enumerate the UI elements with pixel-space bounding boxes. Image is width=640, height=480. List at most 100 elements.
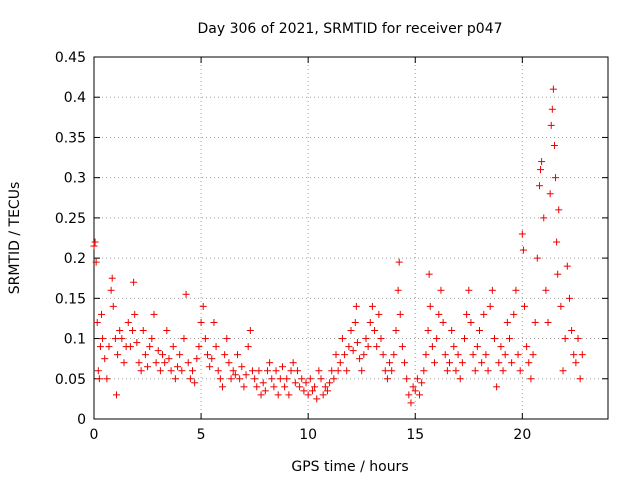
data-points xyxy=(90,85,586,407)
data-point xyxy=(266,359,274,367)
data-point xyxy=(510,310,518,318)
data-point xyxy=(388,367,396,375)
data-point xyxy=(236,375,244,383)
data-point xyxy=(130,278,138,286)
data-point xyxy=(201,335,209,343)
data-point xyxy=(242,371,250,379)
data-point xyxy=(306,375,314,383)
data-point xyxy=(407,399,415,407)
data-point xyxy=(574,335,582,343)
data-point xyxy=(465,286,473,294)
data-point xyxy=(176,351,184,359)
data-point xyxy=(425,270,433,278)
data-point xyxy=(334,367,342,375)
data-point xyxy=(381,367,389,375)
data-point xyxy=(210,318,218,326)
data-point xyxy=(352,302,360,310)
data-point xyxy=(505,335,513,343)
data-point xyxy=(512,286,520,294)
y-tick-label: 0.3 xyxy=(64,171,86,187)
data-point xyxy=(278,363,286,371)
data-point xyxy=(109,302,117,310)
data-point xyxy=(561,335,569,343)
y-tick-label: 0.4 xyxy=(64,90,86,106)
data-point xyxy=(315,367,323,375)
data-point xyxy=(257,391,265,399)
data-point xyxy=(298,375,306,383)
data-point xyxy=(529,351,537,359)
data-point xyxy=(413,375,421,383)
data-point xyxy=(270,383,278,391)
data-point xyxy=(508,359,516,367)
x-tick-label: 0 xyxy=(90,427,99,443)
data-point xyxy=(540,214,548,222)
data-point xyxy=(553,238,561,246)
data-point xyxy=(356,355,364,363)
data-point xyxy=(319,391,327,399)
data-point xyxy=(418,379,426,387)
data-point xyxy=(229,367,237,375)
data-point xyxy=(326,379,334,387)
data-point xyxy=(276,375,284,383)
data-point xyxy=(197,318,205,326)
data-point xyxy=(96,343,104,351)
data-point xyxy=(362,335,370,343)
data-point xyxy=(131,310,139,318)
data-point xyxy=(437,286,445,294)
data-point xyxy=(180,335,188,343)
data-point xyxy=(520,302,528,310)
x-tick-label: 5 xyxy=(197,427,206,443)
data-point xyxy=(480,310,488,318)
data-point xyxy=(555,206,563,214)
data-point xyxy=(233,351,241,359)
data-point xyxy=(535,182,543,190)
data-point xyxy=(454,351,462,359)
data-point xyxy=(126,343,134,351)
data-point xyxy=(559,367,567,375)
data-point xyxy=(499,367,507,375)
data-point xyxy=(184,359,192,367)
data-point xyxy=(431,359,439,367)
data-point xyxy=(525,359,533,367)
data-point xyxy=(373,343,381,351)
data-point xyxy=(383,375,391,383)
data-point xyxy=(482,351,490,359)
data-point xyxy=(550,141,558,149)
data-point xyxy=(259,379,267,387)
data-point xyxy=(191,379,199,387)
data-point xyxy=(274,391,282,399)
data-point xyxy=(349,347,357,355)
data-point xyxy=(341,351,349,359)
data-point xyxy=(345,343,353,351)
data-point xyxy=(227,375,235,383)
data-point xyxy=(501,351,509,359)
data-point xyxy=(112,391,120,399)
data-point xyxy=(268,375,276,383)
data-point xyxy=(469,351,477,359)
data-point xyxy=(371,327,379,335)
data-point xyxy=(486,302,494,310)
data-point xyxy=(261,387,269,395)
data-point xyxy=(199,302,207,310)
data-point xyxy=(90,242,98,250)
data-point xyxy=(448,327,456,335)
data-point xyxy=(409,383,417,391)
data-point xyxy=(336,359,344,367)
data-point xyxy=(174,363,182,371)
data-point xyxy=(514,351,522,359)
data-point xyxy=(537,166,545,174)
data-point xyxy=(452,367,460,375)
data-point xyxy=(216,375,224,383)
data-point xyxy=(570,351,578,359)
data-point xyxy=(476,327,483,335)
data-point xyxy=(552,174,560,182)
data-point xyxy=(101,355,109,363)
x-axis-label: GPS time / hours xyxy=(291,459,408,475)
data-point xyxy=(366,318,374,326)
data-point xyxy=(450,343,458,351)
data-point xyxy=(240,383,248,391)
data-point xyxy=(377,335,385,343)
chart-title: Day 306 of 2021, SRMTID for receiver p04… xyxy=(197,21,502,37)
data-point xyxy=(281,383,289,391)
